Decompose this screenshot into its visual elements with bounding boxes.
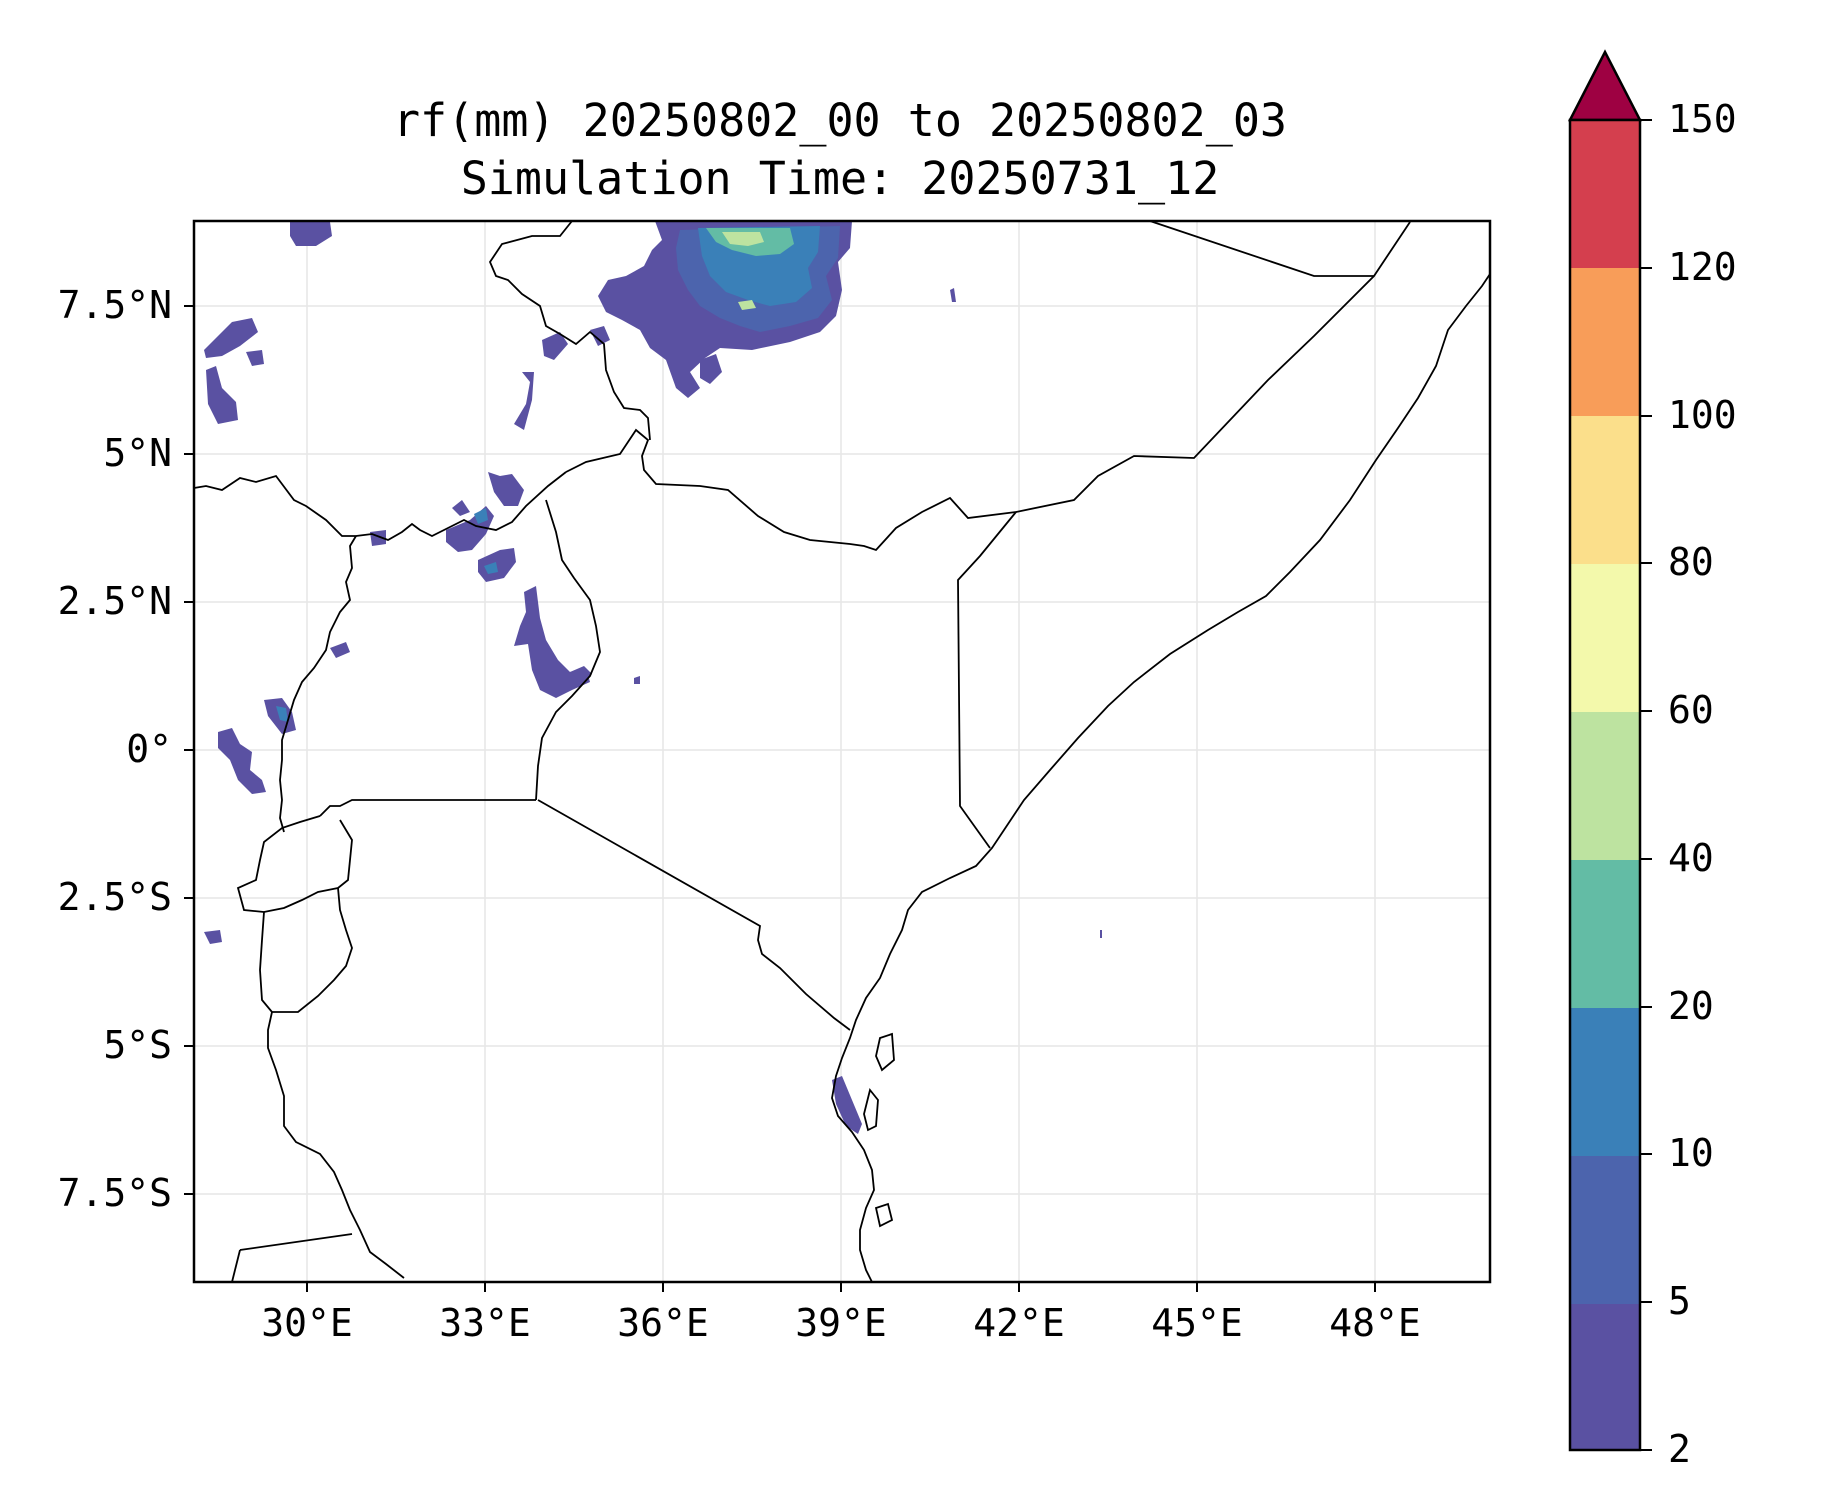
colorbar-extend-arrow bbox=[1567, 49, 1643, 122]
coastlines-borders bbox=[193, 220, 1491, 1283]
rain-cell-sudan-5 bbox=[474, 508, 488, 524]
colorbar-frame bbox=[1568, 118, 1642, 1452]
rain-cell-sudan-1 bbox=[542, 332, 568, 360]
rain-cell-ethiopia-core-4 bbox=[722, 232, 764, 246]
colorbar-tick-label: 120 bbox=[1668, 245, 1737, 289]
rain-cell-nw-2 bbox=[204, 318, 258, 358]
mafia-island bbox=[874, 1202, 894, 1228]
border-ethiopia-kenya bbox=[565, 428, 1017, 552]
border-uganda-kenya bbox=[535, 499, 601, 801]
y-tick-label: 2.5°N bbox=[58, 579, 172, 623]
border-sudan-ethiopia bbox=[193, 471, 567, 541]
pemba-island bbox=[863, 1088, 879, 1132]
map-background bbox=[194, 221, 1490, 1282]
x-tick-label: 48°E bbox=[1329, 1301, 1421, 1345]
colorbar-segment bbox=[1570, 712, 1640, 860]
rain-cell-sudan-3 bbox=[488, 472, 524, 506]
rain-cell-congo-3 bbox=[330, 642, 350, 658]
border-lake-tanganyika bbox=[272, 887, 353, 1013]
rain-cell-ethiopia-core-5 bbox=[738, 300, 756, 310]
title-line-1: rf(mm) 20250802_00 to 20250802_03 bbox=[393, 94, 1287, 147]
x-tick-label: 36°E bbox=[617, 1301, 709, 1345]
rain-cell-sudan-2 bbox=[514, 372, 534, 430]
colorbar: 2 5 10 20 40 60 80 100 120 150 bbox=[1567, 49, 1737, 1471]
x-tick-label: 39°E bbox=[795, 1301, 887, 1345]
y-axis: 7.5°N 5°N 2.5°N 0° 2.5°S 5°S 7.5°S bbox=[58, 283, 194, 1215]
colorbar-segment bbox=[1570, 564, 1640, 712]
rain-cell-small-2 bbox=[1100, 930, 1102, 938]
rain-cell-small-1 bbox=[950, 288, 956, 302]
colorbar-tick-label: 150 bbox=[1668, 97, 1737, 141]
rain-cell-congo-1-core bbox=[276, 706, 288, 722]
border-ethiopia-somalia bbox=[1015, 221, 1411, 513]
border-uganda-drc bbox=[279, 535, 357, 833]
colorbar-segment bbox=[1570, 1156, 1640, 1304]
zanzibar-island bbox=[875, 1032, 895, 1072]
border-djibouti-somalia bbox=[1149, 220, 1374, 277]
rain-cell-tz-coast bbox=[832, 1076, 862, 1134]
x-axis: 30°E 33°E 36°E 39°E 42°E 45°E 48°E bbox=[261, 1282, 1421, 1345]
border-uganda-south bbox=[319, 799, 536, 817]
rain-cell-nw-3 bbox=[206, 366, 238, 424]
colorbar-tick-label: 2 bbox=[1668, 1427, 1691, 1471]
y-tick-label: 7.5°N bbox=[58, 283, 172, 327]
y-tick-label: 0° bbox=[126, 727, 172, 771]
rain-cell-small-3 bbox=[634, 676, 640, 684]
rain-cell-eth-east bbox=[700, 354, 722, 384]
rain-cell-uganda-c bbox=[514, 586, 590, 698]
border-somalia-kenya bbox=[957, 511, 1017, 849]
colorbar-segment bbox=[1570, 1008, 1640, 1156]
border-tanzania-west bbox=[259, 911, 405, 1279]
y-tick-label: 5°S bbox=[103, 1023, 172, 1067]
rainfall-contours bbox=[204, 221, 1102, 1134]
rain-cell-uganda-n bbox=[478, 548, 516, 582]
rain-cell-congo-2 bbox=[218, 728, 266, 794]
colorbar-segment bbox=[1570, 120, 1640, 268]
colorbar-tick-label: 20 bbox=[1668, 984, 1714, 1028]
colorbar-segment bbox=[1570, 1304, 1640, 1450]
y-tick-label: 7.5°S bbox=[58, 1171, 172, 1215]
x-tick-label: 45°E bbox=[1151, 1301, 1243, 1345]
rain-cell-nw-4 bbox=[246, 350, 264, 366]
rain-cell-uganda-n-core bbox=[484, 562, 498, 574]
x-tick-label: 33°E bbox=[439, 1301, 531, 1345]
colorbar-tick-label: 60 bbox=[1668, 688, 1714, 732]
x-tick-label: 30°E bbox=[261, 1301, 353, 1345]
title-line-2: Simulation Time: 20250731_12 bbox=[461, 152, 1220, 205]
colorbar-tick-label: 5 bbox=[1668, 1279, 1691, 1323]
rain-cell-eth-sw bbox=[590, 326, 610, 346]
colorbar-tick-label: 100 bbox=[1668, 393, 1737, 437]
border-kenya-tanzania bbox=[537, 799, 851, 1031]
coastline-somalia-kenya-tanzania bbox=[831, 273, 1491, 1283]
rain-cell-nw-1 bbox=[290, 222, 332, 246]
colorbar-segment bbox=[1570, 416, 1640, 564]
gridlines bbox=[194, 221, 1490, 1282]
colorbar-tick-label: 80 bbox=[1668, 540, 1714, 584]
colorbar-segment bbox=[1570, 860, 1640, 1008]
border-tanzania-sw bbox=[231, 1249, 241, 1283]
rain-cell-sn-2 bbox=[452, 500, 470, 516]
border-tanzania-zambia bbox=[239, 1233, 353, 1251]
y-tick-label: 2.5°S bbox=[58, 875, 172, 919]
colorbar-segment bbox=[1570, 268, 1640, 416]
colorbar-tick-label: 40 bbox=[1668, 836, 1714, 880]
x-tick-label: 42°E bbox=[973, 1301, 1065, 1345]
border-ethiopia-west bbox=[488, 220, 651, 441]
rain-cell-drc-s bbox=[204, 930, 222, 944]
y-tick-label: 5°N bbox=[103, 431, 172, 475]
colorbar-tick-label: 10 bbox=[1668, 1131, 1714, 1175]
